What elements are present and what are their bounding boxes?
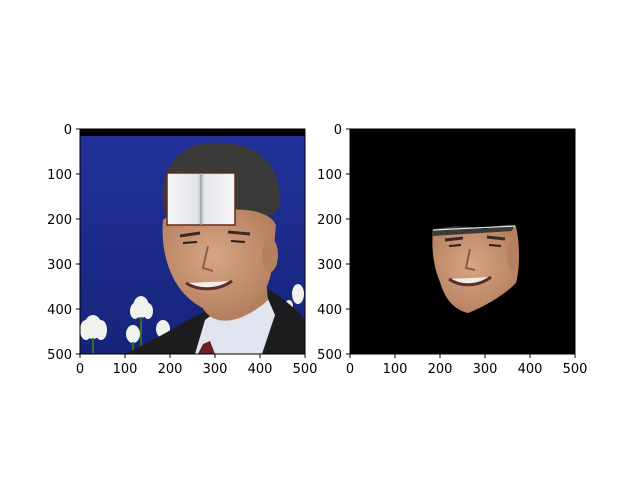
- left-y-tick-label: 400: [47, 303, 72, 318]
- left-x-tick-label: 500: [293, 362, 318, 377]
- right-x-tick-label: 400: [518, 362, 543, 377]
- left-y-ticks: [76, 128, 80, 355]
- left-y-tick-label: 500: [47, 348, 72, 363]
- right-x-tick-label: 500: [563, 362, 588, 377]
- left-axes-frame: [79, 128, 306, 355]
- right-y-tick-label: 400: [317, 303, 342, 318]
- right-y-tick-label: 300: [317, 258, 342, 273]
- right-y-ticks: [346, 128, 350, 355]
- right-mask-image: [350, 129, 575, 354]
- right-x-tick-label: 100: [383, 362, 408, 377]
- left-photo: [80, 129, 305, 354]
- left-x-tick-label: 200: [158, 362, 183, 377]
- left-y-tick-label: 300: [47, 258, 72, 273]
- flower-icon: [80, 284, 304, 343]
- right-x-tick-label: 0: [346, 362, 354, 377]
- right-y-tick-label: 0: [334, 123, 342, 138]
- left-x-ticks: [79, 354, 306, 358]
- book-overlay-icon: [166, 172, 236, 226]
- left-y-tick-label: 0: [64, 123, 72, 138]
- left-panel: 0 100 200 300 400 500 0 100 200 300 400 …: [47, 123, 317, 377]
- right-y-tick-label: 500: [317, 348, 342, 363]
- right-y-tick-label: 100: [317, 168, 342, 183]
- left-y-tick-label: 100: [47, 168, 72, 183]
- right-y-tick-label: 200: [317, 213, 342, 228]
- right-panel: 0 100 200 300 400 500 0 100 200 300 400 …: [317, 123, 587, 377]
- left-x-tick-label: 100: [113, 362, 138, 377]
- left-x-tick-label: 0: [76, 362, 84, 377]
- left-x-tick-label: 400: [248, 362, 273, 377]
- right-x-ticks: [349, 354, 576, 358]
- right-x-tick-label: 300: [473, 362, 498, 377]
- left-x-tick-label: 300: [203, 362, 228, 377]
- right-axes-frame: [349, 128, 576, 355]
- right-x-tick-label: 200: [428, 362, 453, 377]
- left-y-tick-label: 200: [47, 213, 72, 228]
